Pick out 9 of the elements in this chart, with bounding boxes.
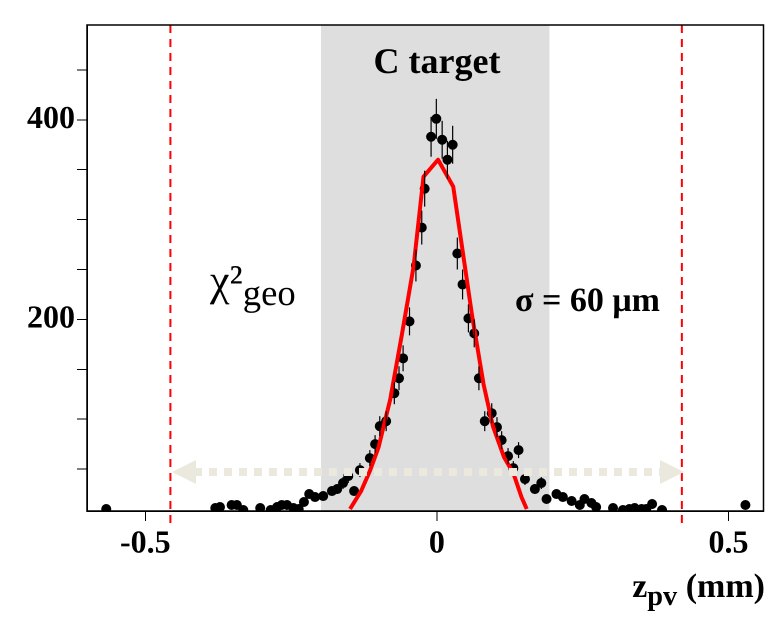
y-tick-label: 200 <box>27 298 75 335</box>
annotation: χ²$_{geo}$ <box>210 255 296 314</box>
annotation: σ = 60 μm <box>515 282 660 320</box>
y-tick-label: 400 <box>27 99 75 136</box>
x-tick-label: 0.5 <box>708 523 749 560</box>
x-axis-title: z$_{pv}$ (mm) <box>632 568 765 613</box>
annotation: C target <box>374 40 500 82</box>
x-tick-label: -0.5 <box>120 523 171 560</box>
x-tick-label: 0 <box>428 523 445 560</box>
